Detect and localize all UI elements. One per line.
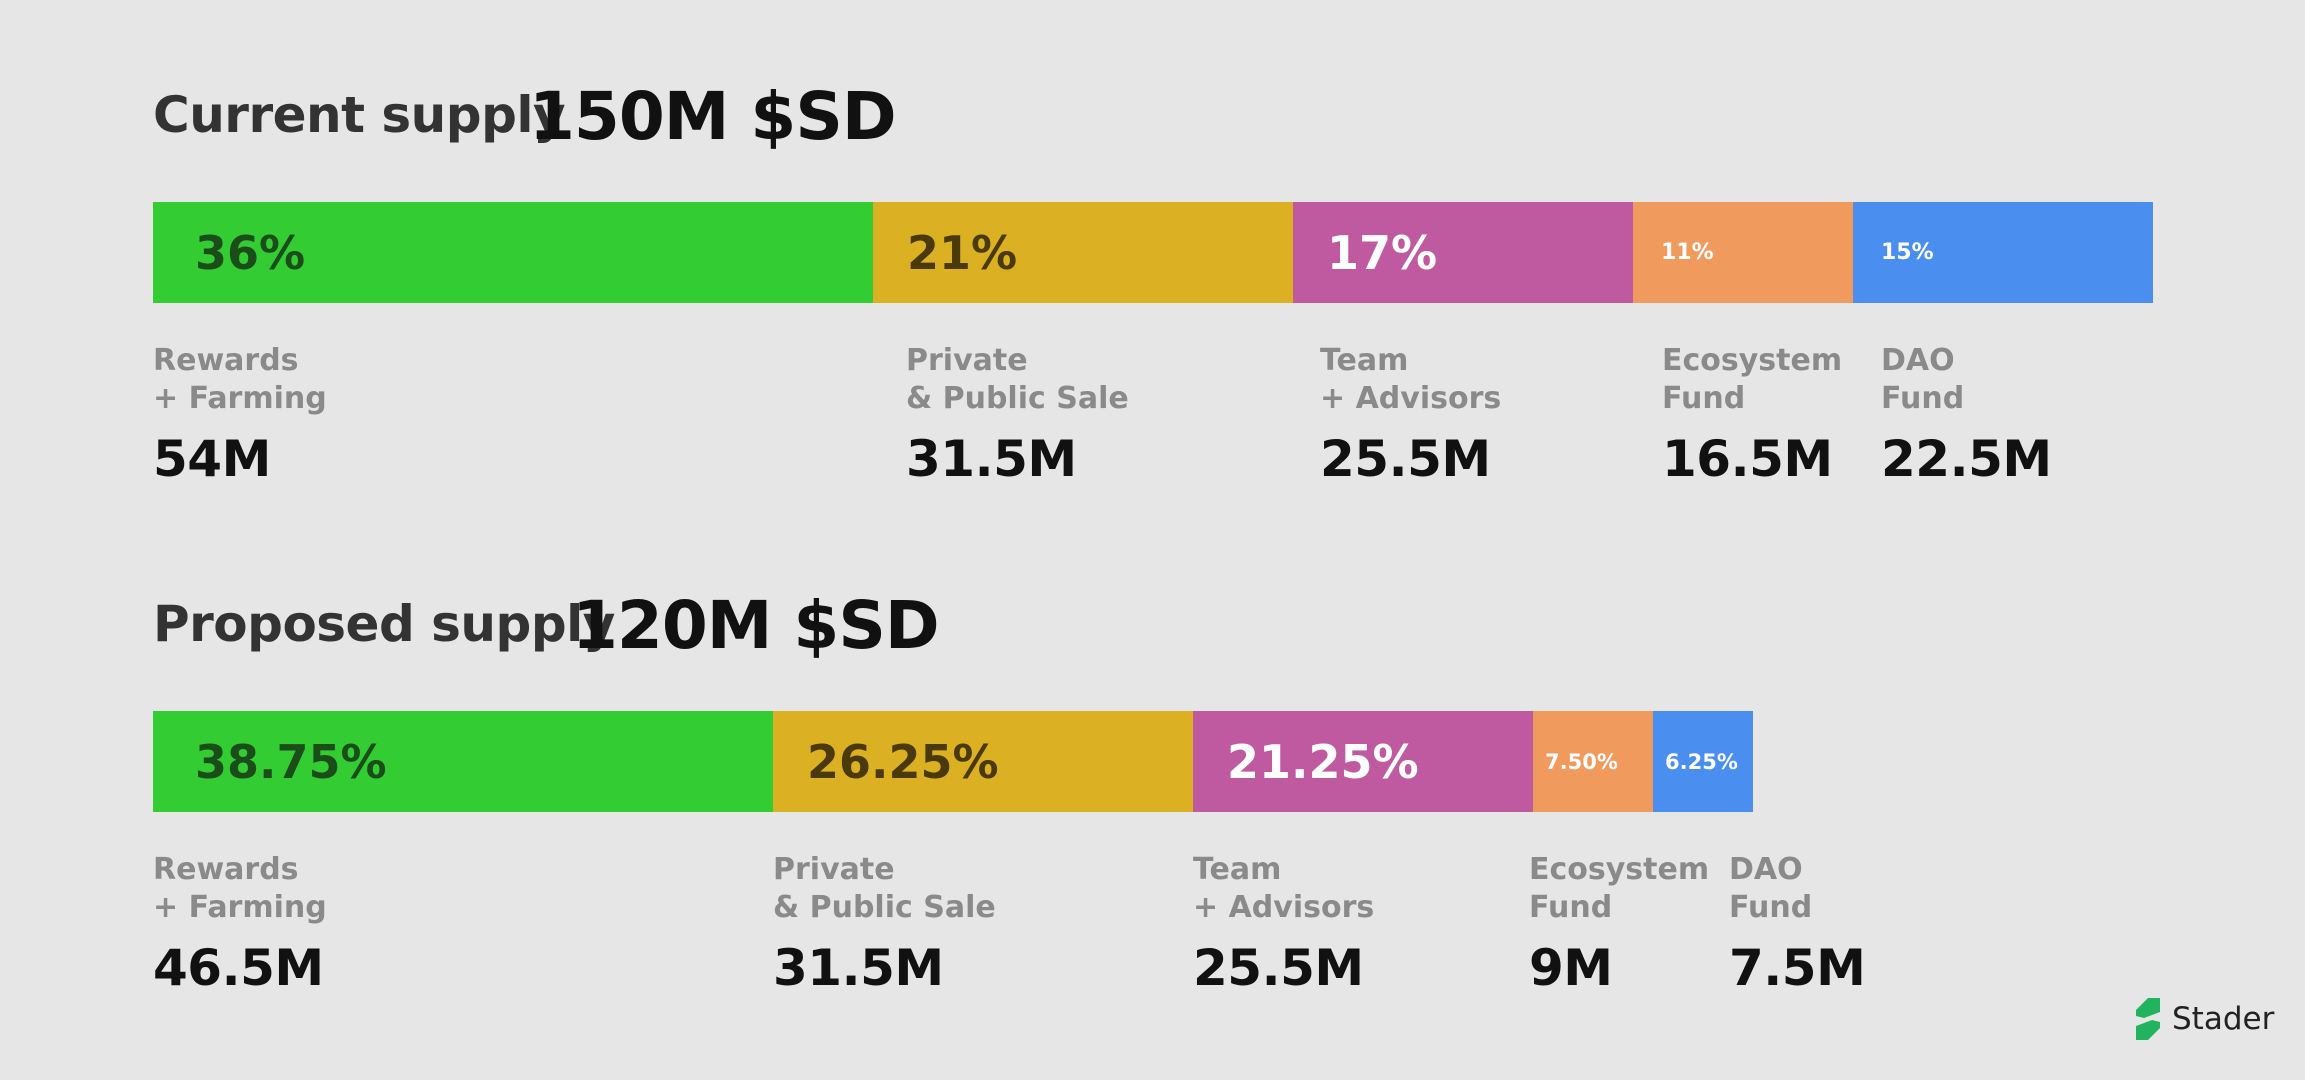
category-amount: 9M — [1529, 939, 1613, 997]
proposed-percent-dao: 6.25% — [1665, 749, 1738, 774]
current-category-rewards: Rewards + Farming 54M — [153, 342, 327, 488]
current-category-team: Team + Advisors 25.5M — [1320, 342, 1501, 488]
category-name-line1: Ecosystem — [1662, 343, 1843, 378]
current-percent-rewards: 36% — [195, 225, 306, 280]
proposed-segment-rewards: 38.75% — [153, 711, 773, 812]
proposed-percent-ecosystem: 7.50% — [1545, 749, 1618, 774]
category-name-line2: & Public Sale — [773, 890, 996, 925]
category-amount: 25.5M — [1193, 939, 1364, 997]
proposed-percent-team: 21.25% — [1227, 734, 1419, 789]
current-supply-title: Current supply — [153, 86, 566, 144]
current-category-sale: Private & Public Sale 31.5M — [906, 342, 1129, 488]
proposed-category-team: Team + Advisors 25.5M — [1193, 851, 1374, 997]
current-segment-sale: 21% — [873, 202, 1293, 303]
proposed-segment-ecosystem: 7.50% — [1533, 711, 1653, 812]
category-amount: 7.5M — [1729, 939, 1866, 997]
current-percent-sale: 21% — [907, 225, 1018, 280]
current-percent-ecosystem: 11% — [1661, 240, 1714, 265]
proposed-category-rewards: Rewards + Farming 46.5M — [153, 851, 327, 997]
current-category-dao: DAO Fund 22.5M — [1881, 342, 2052, 488]
proposed-percent-sale: 26.25% — [807, 734, 999, 789]
current-segment-team: 17% — [1293, 202, 1633, 303]
proposed-segment-team: 21.25% — [1193, 711, 1533, 812]
current-segment-rewards: 36% — [153, 202, 873, 303]
proposed-category-ecosystem: Ecosystem Fund 9M — [1529, 851, 1709, 997]
stader-logo-icon — [2136, 998, 2160, 1040]
category-name-line1: Team — [1193, 852, 1282, 887]
stader-brand-name: Stader — [2172, 1001, 2275, 1037]
proposed-segment-sale: 26.25% — [773, 711, 1193, 812]
category-name-line1: Team — [1320, 343, 1409, 378]
proposed-supply-section: Proposed supply 120M $SD 38.75% 26.25% 2… — [153, 587, 2153, 1011]
current-supply-section: Current supply 150M $SD 36% 21% 17% 11% … — [153, 78, 2153, 502]
category-name-line1: Rewards — [153, 343, 299, 378]
stader-logo: Stader — [2134, 995, 2274, 1043]
proposed-category-labels: Rewards + Farming 46.5M Private & Public… — [153, 851, 2153, 1011]
proposed-supply-title: Proposed supply — [153, 595, 615, 653]
proposed-category-dao: DAO Fund 7.5M — [1729, 851, 1866, 997]
proposed-supply-heading: Proposed supply 120M $SD — [153, 587, 2153, 667]
current-supply-heading: Current supply 150M $SD — [153, 78, 2153, 158]
proposed-segment-dao: 6.25% — [1653, 711, 1753, 812]
category-name-line1: Rewards — [153, 852, 299, 887]
category-name-line1: Ecosystem — [1529, 852, 1710, 887]
category-name-line2: Fund — [1729, 890, 1813, 925]
category-name-line1: Private — [906, 343, 1028, 378]
current-segment-dao: 15% — [1853, 202, 2153, 303]
current-percent-dao: 15% — [1881, 240, 1934, 265]
current-segment-ecosystem: 11% — [1633, 202, 1853, 303]
category-name-line2: & Public Sale — [906, 381, 1129, 416]
category-name-line1: DAO — [1729, 852, 1803, 887]
proposed-supply-total: 120M $SD — [572, 587, 940, 664]
category-name-line2: + Farming — [153, 890, 327, 925]
current-percent-team: 17% — [1327, 225, 1438, 280]
current-supply-bar: 36% 21% 17% 11% 15% — [153, 202, 2153, 303]
current-supply-total: 150M $SD — [529, 78, 897, 155]
category-amount: 22.5M — [1881, 430, 2052, 488]
category-name-line2: + Advisors — [1193, 890, 1375, 925]
category-name-line1: DAO — [1881, 343, 1955, 378]
category-amount: 25.5M — [1320, 430, 1491, 488]
category-name-line2: Fund — [1662, 381, 1746, 416]
current-category-ecosystem: Ecosystem Fund 16.5M — [1662, 342, 1842, 488]
category-amount: 46.5M — [153, 939, 324, 997]
proposed-category-sale: Private & Public Sale 31.5M — [773, 851, 996, 997]
proposed-percent-rewards: 38.75% — [195, 734, 387, 789]
category-amount: 16.5M — [1662, 430, 1833, 488]
category-name-line2: Fund — [1529, 890, 1613, 925]
category-name-line2: + Advisors — [1320, 381, 1502, 416]
category-name-line2: + Farming — [153, 381, 327, 416]
proposed-supply-bar: 38.75% 26.25% 21.25% 7.50% 6.25% — [153, 711, 2153, 812]
category-amount: 54M — [153, 430, 271, 488]
current-category-labels: Rewards + Farming 54M Private & Public S… — [153, 342, 2153, 502]
category-name-line2: Fund — [1881, 381, 1965, 416]
category-amount: 31.5M — [773, 939, 944, 997]
category-amount: 31.5M — [906, 430, 1077, 488]
category-name-line1: Private — [773, 852, 895, 887]
